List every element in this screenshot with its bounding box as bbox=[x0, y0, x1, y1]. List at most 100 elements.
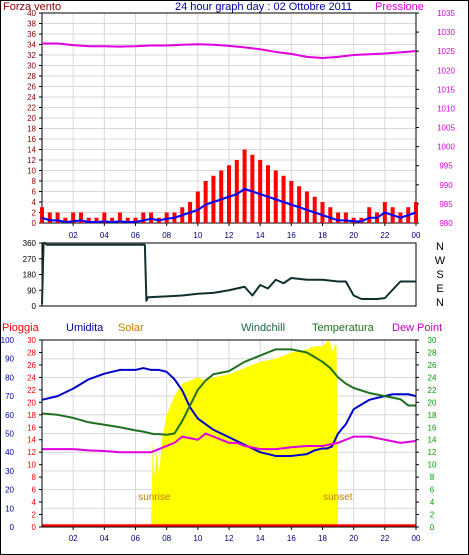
rain-tick-label: 16 bbox=[27, 423, 36, 432]
temperature-tick-label: 2 bbox=[430, 511, 435, 520]
compass-label: N bbox=[436, 241, 444, 253]
wind-gust-bar bbox=[71, 212, 76, 223]
top-left-tick-label: 14 bbox=[27, 146, 36, 155]
top-left-tick-label: 20 bbox=[27, 114, 36, 123]
top-left-tick-label: 38 bbox=[27, 20, 36, 29]
top-x-tick-label: 14 bbox=[256, 231, 265, 240]
rain-tick-label: 6 bbox=[32, 486, 37, 495]
top-left-tick-label: 34 bbox=[27, 41, 36, 50]
temperature-tick-label: 12 bbox=[428, 448, 437, 457]
compass-label: S bbox=[436, 269, 443, 281]
rain-tick-label: 24 bbox=[27, 373, 36, 382]
rain-tick-label: 26 bbox=[27, 361, 36, 370]
top-right-tick-label: 995 bbox=[439, 162, 453, 171]
direction-tick-label: 90 bbox=[27, 286, 36, 295]
wind-gust-bar bbox=[63, 217, 68, 223]
top-x-tick-label: 06 bbox=[131, 231, 140, 240]
bottom-x-tick-label: 22 bbox=[380, 534, 389, 543]
direction-left-axis: 0 90 180 270 360 bbox=[23, 239, 42, 311]
humidity-tick-label: 70 bbox=[5, 392, 14, 401]
top-right-tick-label: 1020 bbox=[437, 66, 455, 75]
bottom-x-tick-label: 00 bbox=[412, 534, 421, 543]
rain-tick-label: 10 bbox=[27, 461, 36, 470]
wind-gust-bar bbox=[78, 212, 83, 223]
humidity-tick-label: 10 bbox=[5, 504, 14, 513]
bottom-x-tick-label: 14 bbox=[256, 534, 265, 543]
bottom-series-group bbox=[41, 340, 417, 528]
wind-gust-bar bbox=[312, 196, 317, 223]
bottom-x-tick-label: 18 bbox=[318, 534, 327, 543]
humidity-tick-label: 30 bbox=[5, 467, 14, 476]
top-x-tick-label: 18 bbox=[318, 231, 327, 240]
rain-tick-label: 14 bbox=[27, 436, 36, 445]
wind-gust-bar bbox=[273, 170, 278, 223]
bottom-x-axis: 02 04 06 08 10 12 14 16 18 20 22 00 bbox=[69, 527, 421, 543]
wind-gust-bar bbox=[133, 217, 138, 223]
sunset-label: sunset bbox=[323, 492, 353, 503]
wind-gust-bar bbox=[149, 212, 154, 223]
top-right-tick-label: 1030 bbox=[437, 28, 455, 37]
humidity-tick-label: 20 bbox=[5, 486, 14, 495]
top-left-tick-label: 32 bbox=[27, 51, 36, 60]
sunrise-label: sunrise bbox=[138, 492, 171, 503]
temperature-tick-label: 20 bbox=[428, 398, 437, 407]
top-right-tick-label: 1005 bbox=[437, 124, 455, 133]
label-solar: Solar bbox=[118, 322, 144, 334]
wind-gust-bar bbox=[47, 212, 52, 223]
label-umidita: Umidita bbox=[66, 322, 104, 334]
wind-gust-bar bbox=[281, 175, 286, 223]
bottom-x-tick-label: 04 bbox=[100, 534, 109, 543]
wind-gust-bar bbox=[297, 186, 302, 223]
direction-series-group bbox=[41, 242, 416, 305]
top-x-tick-label: 20 bbox=[349, 231, 358, 240]
wind-gust-bar bbox=[328, 207, 333, 223]
temperature-tick-label: 22 bbox=[428, 386, 437, 395]
wind-gust-bar bbox=[94, 217, 99, 223]
rain-tick-label: 12 bbox=[27, 448, 36, 457]
wind-direction-line bbox=[41, 242, 416, 305]
wind-gust-bar bbox=[203, 181, 208, 223]
humidity-line bbox=[41, 367, 417, 457]
direction-chart-frame bbox=[41, 242, 417, 307]
dewpoint-line bbox=[42, 432, 417, 454]
pressure-line bbox=[42, 42, 417, 60]
top-left-tick-label: 26 bbox=[27, 83, 36, 92]
compass-label: W bbox=[435, 255, 446, 267]
label-temperatura: Temperatura bbox=[312, 322, 375, 334]
wind-gust-bar bbox=[351, 217, 356, 223]
bottom-x-tick-label: 02 bbox=[69, 534, 78, 543]
top-x-tick-label: 08 bbox=[162, 231, 171, 240]
temperature-tick-label: 18 bbox=[428, 411, 437, 420]
label-pioggia: Pioggia bbox=[2, 322, 40, 334]
top-left-tick-label: 22 bbox=[27, 104, 36, 113]
top-x-tick-label: 10 bbox=[193, 231, 202, 240]
top-left-tick-label: 16 bbox=[27, 135, 36, 144]
temperature-tick-label: 4 bbox=[430, 498, 435, 507]
wind-gust-bar bbox=[304, 191, 309, 223]
top-x-tick-label: 04 bbox=[100, 231, 109, 240]
temperature-tick-label: 14 bbox=[428, 436, 437, 445]
compass-label: N bbox=[436, 297, 444, 309]
top-left-tick-label: 8 bbox=[32, 177, 37, 186]
wind-gust-bar bbox=[117, 212, 122, 223]
temperature-tick-label: 6 bbox=[430, 486, 435, 495]
direction-tick-label: 360 bbox=[23, 239, 37, 248]
humidity-tick-label: 90 bbox=[5, 355, 14, 364]
bottom-x-tick-label: 12 bbox=[225, 534, 234, 543]
top-right-axis: 980 985 990 995 1000 1005 1010 1015 1020 1025 1030… bbox=[416, 9, 455, 228]
top-right-tick-label: 985 bbox=[439, 200, 453, 209]
top-left-tick-label: 30 bbox=[27, 62, 36, 71]
top-left-tick-label: 4 bbox=[32, 198, 37, 207]
wind-gust-bar bbox=[343, 212, 348, 223]
top-left-tick-label: 2 bbox=[32, 209, 37, 218]
humidity-tick-label: 100 bbox=[1, 336, 15, 345]
top-right-tick-label: 1015 bbox=[437, 85, 455, 94]
wind-gust-bar bbox=[164, 212, 169, 223]
direction-tick-label: 0 bbox=[32, 302, 37, 311]
top-x-tick-label: 12 bbox=[225, 231, 234, 240]
